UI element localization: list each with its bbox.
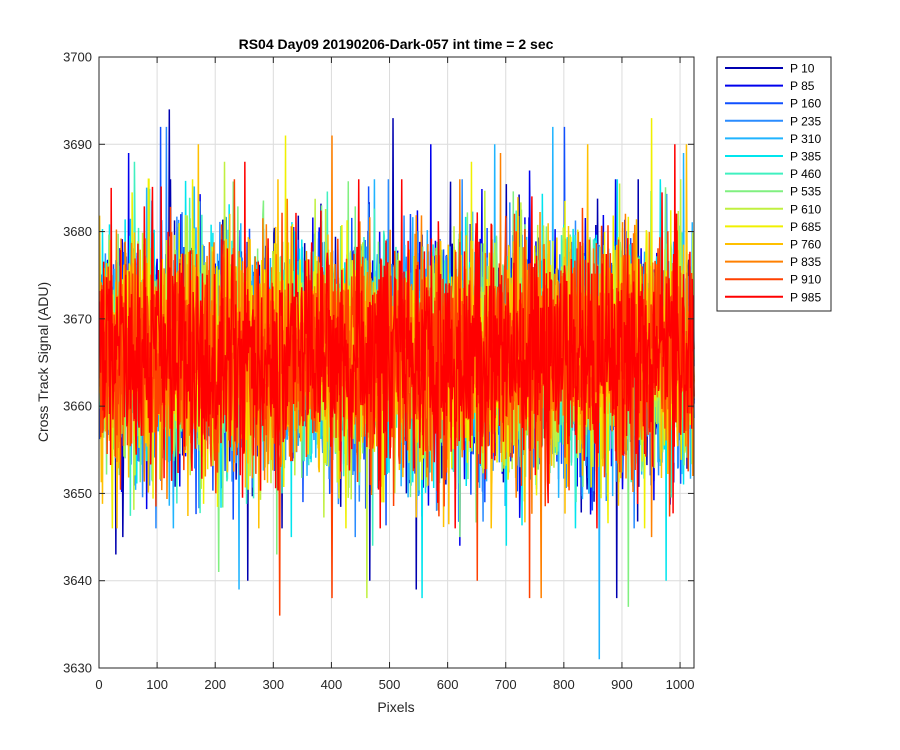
series-line (98, 144, 695, 529)
x-tick-label: 500 (379, 677, 401, 692)
series-line (98, 179, 695, 616)
x-tick-label: 600 (437, 677, 459, 692)
y-tick-label: 3630 (63, 661, 92, 676)
legend-label: P 910 (790, 273, 821, 287)
y-axis-title: Cross Track Signal (ADU) (35, 282, 51, 442)
y-tick-label: 3670 (63, 311, 92, 326)
legend-label: P 535 (790, 185, 821, 199)
x-tick-label: 200 (204, 677, 226, 692)
x-axis-title: Pixels (377, 699, 414, 715)
y-tick-label: 3640 (63, 573, 92, 588)
legend-label: P 460 (790, 167, 821, 181)
x-tick-label: 1000 (666, 677, 695, 692)
y-tick-label: 3650 (63, 486, 92, 501)
x-tick-label: 800 (553, 677, 575, 692)
x-tick-label: 300 (262, 677, 284, 692)
legend-label: P 685 (790, 220, 821, 234)
legend-label: P 85 (790, 79, 815, 93)
legend-label: P 610 (790, 202, 821, 216)
x-tick-label: 900 (611, 677, 633, 692)
x-tick-label: 700 (495, 677, 517, 692)
legend-label: P 160 (790, 97, 821, 111)
legend-label: P 835 (790, 255, 821, 269)
x-tick-label: 400 (321, 677, 343, 692)
legend-label: P 760 (790, 238, 821, 252)
y-tick-label: 3660 (63, 399, 92, 414)
plot-frame (98, 56, 695, 669)
legend-label: P 10 (790, 62, 815, 76)
legend-label: P 235 (790, 114, 821, 128)
x-tick-label: 0 (95, 677, 102, 692)
y-tick-label: 3680 (63, 224, 92, 239)
y-tick-label: 3690 (63, 137, 92, 152)
series-lines (98, 109, 695, 660)
x-tick-label: 100 (146, 677, 168, 692)
chart-title: RS04 Day09 20190206-Dark-057 int time = … (239, 36, 554, 52)
ticks: 0 100 200 300 400 500 600 700 800 900 1000 3630 3640… (63, 50, 694, 693)
legend-label: P 985 (790, 290, 821, 304)
y-tick-label: 3700 (63, 50, 92, 65)
legend-label: P 310 (790, 132, 821, 146)
legend: P 10 P 85 P 160 P 235 P 310 P 385 P 460 P 535 P … (716, 56, 832, 312)
legend-box (716, 56, 832, 312)
legend-label: P 385 (790, 150, 821, 164)
